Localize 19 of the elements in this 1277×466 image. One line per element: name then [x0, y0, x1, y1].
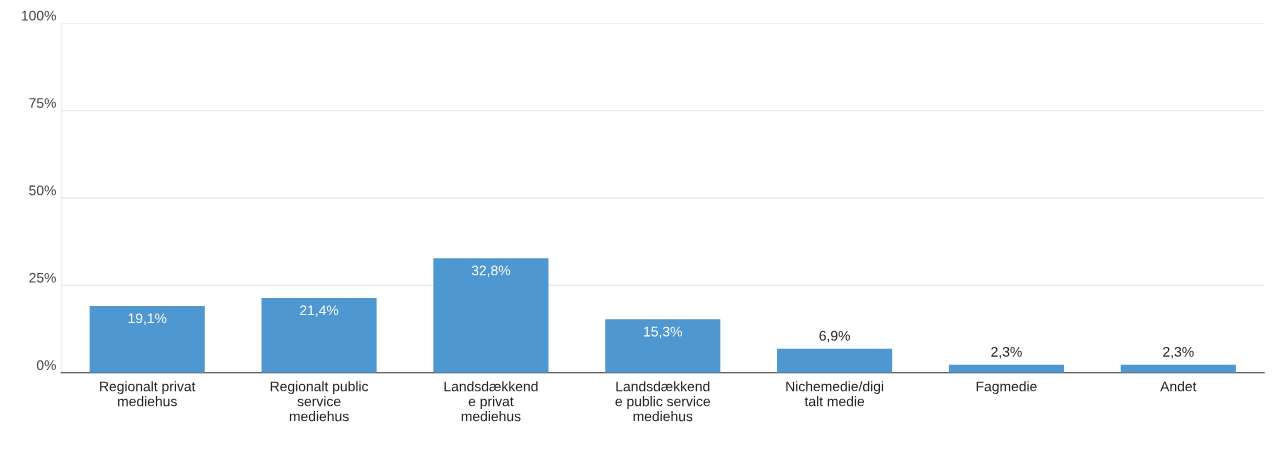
data-label: 15,3%	[644, 326, 682, 339]
x-tick-label: Regionalt privat mediehus	[100, 381, 196, 407]
y-tick-label: 50%	[29, 185, 56, 196]
y-tick-label: 25%	[29, 272, 56, 283]
x-tick-label: Andet	[1160, 381, 1197, 392]
data-label: 32,8%	[471, 265, 511, 277]
data-label: 21,4%	[300, 305, 339, 317]
x-tick-label: Fagmedie	[976, 381, 1037, 395]
y-tick-label: 100%	[21, 10, 56, 21]
y-tick-label: 0%	[36, 360, 56, 371]
data-label: 6,9%	[819, 330, 850, 343]
x-tick-label: Landsdækkend e privat mediehus	[444, 381, 538, 422]
data-label: 19,1%	[128, 313, 167, 325]
data-label: 2,3%	[991, 346, 1022, 359]
data-label: 2,3%	[1163, 346, 1194, 359]
x-tick-label: Regionalt public service mediehus	[270, 381, 369, 422]
x-tick-label: Nichemedie/digi talt medie	[786, 381, 884, 407]
y-tick-label: 75%	[29, 98, 56, 108]
x-tick-label: Landsdækkend e public service mediehus	[615, 381, 711, 422]
